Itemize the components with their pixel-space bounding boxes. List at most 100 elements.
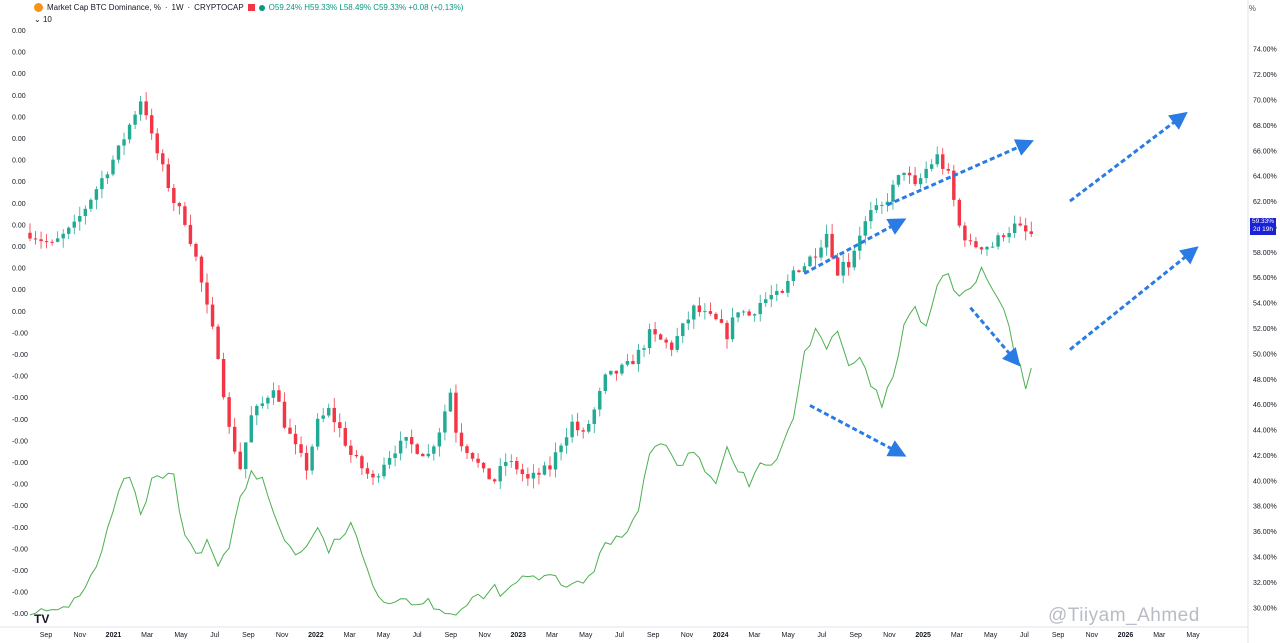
candle-body — [116, 145, 121, 160]
right-axis-tick: 34.00% — [1253, 555, 1277, 562]
x-axis-tick: Mar — [141, 632, 154, 639]
candle-body — [39, 239, 43, 242]
candle-body — [858, 235, 862, 251]
candle-body — [282, 401, 287, 428]
candle-body — [509, 461, 513, 463]
candle-body — [349, 445, 353, 455]
candle-body — [869, 210, 873, 222]
candle-body — [714, 313, 718, 320]
axis-unit-label[interactable]: % — [1248, 4, 1256, 13]
bitcoin-icon — [34, 3, 43, 12]
candle-body — [1024, 225, 1028, 232]
candle-body — [631, 360, 635, 365]
x-axis-tick: Jul — [615, 632, 624, 639]
candle-body — [127, 124, 132, 140]
left-axis: 0.00 0.00 0.00 0.00 0.00 0.00 0.00 0.00 0.00 0.00… — [12, 28, 28, 618]
candle-body — [891, 184, 895, 202]
candle-body — [664, 339, 668, 343]
candle-body — [437, 432, 442, 447]
flag-icon[interactable] — [247, 4, 255, 11]
candle-body — [846, 261, 851, 268]
candle-body — [105, 174, 110, 179]
left-axis-tick: 0.00 — [12, 158, 26, 165]
left-axis-tick: -0.00 — [12, 546, 28, 553]
candle-body — [758, 302, 762, 315]
candle-body — [824, 233, 829, 248]
right-axis-tick: 52.00% — [1253, 326, 1277, 333]
x-axis-tick: Nov — [1086, 632, 1099, 639]
candle-body — [138, 101, 143, 115]
candle-body — [327, 407, 331, 416]
candle-body — [504, 462, 508, 466]
bar-countdown: 2d 19h — [1253, 226, 1273, 233]
candle-body — [946, 168, 950, 171]
candle-body — [907, 172, 912, 176]
candle-body — [941, 154, 945, 169]
candle-body — [199, 256, 204, 283]
interval-label[interactable]: 1W — [171, 3, 184, 12]
left-axis-tick: -0.00 — [12, 330, 28, 337]
candle-body — [575, 421, 580, 431]
left-axis-tick: -0.00 — [12, 352, 28, 359]
candle-body — [1007, 233, 1011, 238]
right-axis-tick: 38.00% — [1253, 504, 1277, 511]
chevron-down-icon[interactable]: ⌄ — [34, 15, 41, 24]
candle-body — [387, 457, 392, 465]
left-axis-tick: 0.00 — [12, 93, 26, 100]
candle-body — [537, 472, 541, 475]
candle-body — [249, 415, 253, 443]
candle-body — [172, 188, 176, 203]
candle-body — [470, 452, 475, 459]
candle-body — [697, 305, 702, 313]
candle-body — [354, 454, 359, 457]
candle-body — [609, 370, 613, 375]
candle-body — [338, 422, 342, 429]
candle-body — [288, 427, 292, 434]
candle-body — [271, 390, 276, 398]
candle-body — [94, 189, 99, 200]
right-axis-tick: 50.00% — [1253, 351, 1277, 358]
tradingview-logo[interactable]: TV — [34, 612, 50, 626]
candle-body — [1001, 235, 1006, 238]
x-axis-tick: 2022 — [308, 632, 324, 639]
candle-body — [741, 311, 746, 313]
candle-body — [686, 319, 691, 324]
candle-body — [625, 360, 630, 365]
right-axis-tick: 74.00% — [1253, 47, 1277, 54]
candle-body — [144, 101, 148, 116]
candle-body — [979, 247, 984, 250]
candlestick-series — [28, 92, 1033, 490]
candle-body — [564, 437, 569, 446]
candle-body — [188, 224, 193, 244]
candle-body — [365, 468, 370, 474]
left-axis-tick: 0.00 — [12, 136, 26, 143]
candle-body — [957, 199, 962, 226]
candle-body — [227, 397, 231, 427]
candle-body — [194, 243, 198, 257]
right-axis-tick: 70.00% — [1253, 97, 1277, 104]
candle-body — [28, 232, 32, 239]
market-status-icon — [258, 4, 265, 11]
comparison-line — [29, 265, 1032, 616]
candle-body — [974, 241, 978, 248]
candle-body — [863, 221, 868, 236]
x-axis-tick: Nov — [276, 632, 289, 639]
indicator-legend[interactable]: ⌄ 10 — [34, 15, 52, 24]
candle-body — [487, 468, 491, 480]
x-axis-tick: Sep — [242, 632, 255, 639]
indicator-label: 10 — [42, 15, 52, 24]
trend-arrow — [969, 306, 1021, 367]
candle-body — [603, 374, 608, 391]
comparison-line-series — [29, 265, 1032, 616]
right-axis-tick: 42.00% — [1253, 453, 1277, 460]
left-axis-tick: 0.00 — [12, 114, 26, 121]
left-axis-tick: 0.00 — [12, 244, 26, 251]
x-axis-tick: Jul — [817, 632, 826, 639]
candle-body — [83, 208, 88, 217]
last-price-tag: 59.33% 2d 19h — [1250, 218, 1276, 235]
candle-body — [371, 473, 375, 478]
x-axis-tick: May — [1186, 632, 1200, 639]
x-axis-tick: Mar — [748, 632, 761, 639]
left-axis-tick: 0.00 — [12, 222, 26, 229]
